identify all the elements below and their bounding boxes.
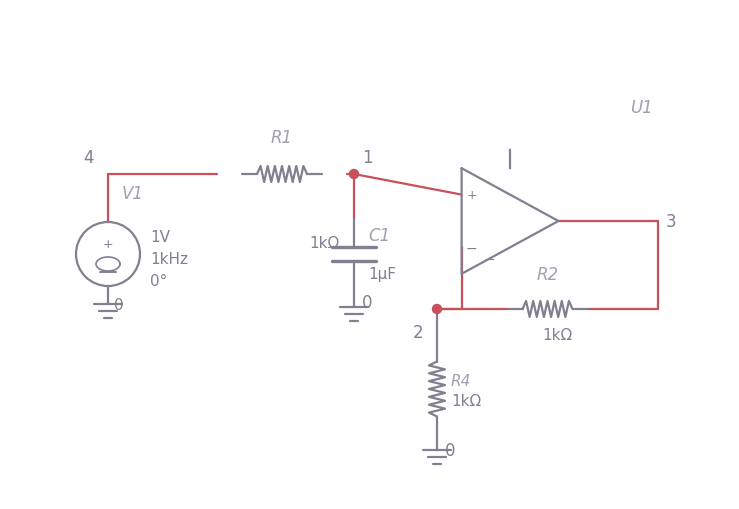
Text: 1kΩ: 1kΩ — [310, 235, 340, 250]
Text: 0°: 0° — [150, 273, 167, 288]
Text: 1kΩ: 1kΩ — [451, 394, 481, 409]
Text: 3: 3 — [666, 213, 677, 231]
Text: 2: 2 — [412, 323, 423, 342]
Text: −: − — [484, 253, 495, 266]
Text: C1: C1 — [368, 227, 390, 244]
Text: 4: 4 — [84, 149, 94, 166]
Text: 1kHz: 1kHz — [150, 251, 188, 266]
Text: −: − — [466, 241, 477, 255]
Text: U1: U1 — [630, 99, 653, 117]
Text: R2: R2 — [537, 266, 559, 284]
Text: 1μF: 1μF — [368, 267, 396, 281]
Text: R1: R1 — [271, 129, 293, 147]
Text: 0: 0 — [114, 297, 123, 312]
Text: +: + — [103, 238, 113, 251]
Circle shape — [432, 305, 441, 314]
Text: 1V: 1V — [150, 229, 170, 244]
Text: 1kΩ: 1kΩ — [542, 327, 573, 343]
Text: R4: R4 — [451, 374, 471, 389]
Text: 0: 0 — [362, 293, 372, 312]
Text: V1: V1 — [122, 185, 144, 203]
Circle shape — [350, 170, 358, 179]
Text: 0: 0 — [445, 442, 455, 460]
Text: 1: 1 — [362, 149, 372, 166]
Text: +: + — [466, 189, 477, 202]
